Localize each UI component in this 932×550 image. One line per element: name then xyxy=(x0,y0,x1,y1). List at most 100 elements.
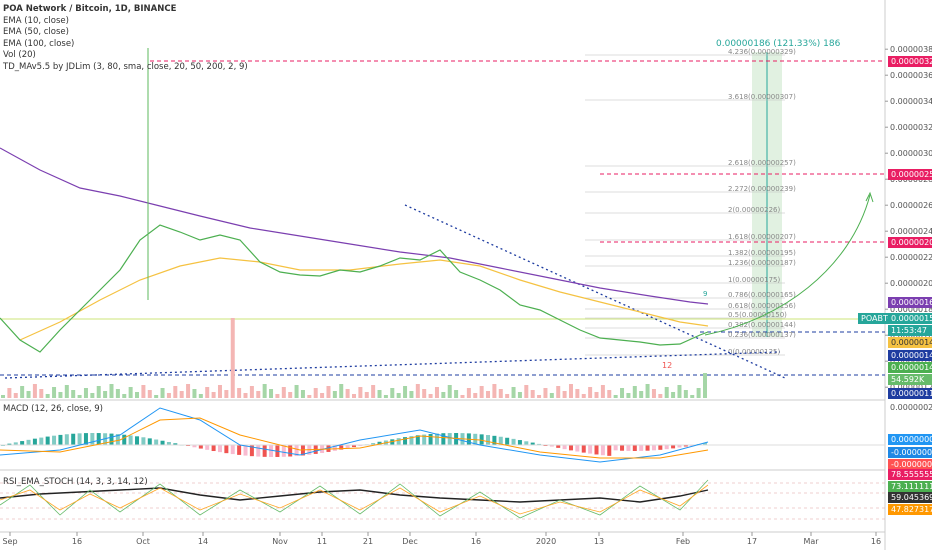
macd-bar xyxy=(498,436,503,445)
fib-level-label: 1.382(0.00000195) xyxy=(728,249,796,257)
volume-bar xyxy=(128,387,133,398)
td-setup-marker: 9 xyxy=(703,290,707,298)
macd-bar xyxy=(415,435,420,445)
macd-bar xyxy=(13,442,18,445)
fib-level-label: 0.618(0.00000156) xyxy=(728,302,796,310)
volume-bar xyxy=(403,386,408,398)
volume-bar xyxy=(32,384,37,398)
time-tick-label: 16 xyxy=(72,537,82,546)
macd-bar xyxy=(549,445,554,447)
macd-bar xyxy=(77,433,82,445)
rsi-line xyxy=(0,487,709,503)
volume-bar xyxy=(434,387,439,398)
volume-bar xyxy=(320,393,325,398)
volume-bar xyxy=(486,391,491,398)
volume-bar xyxy=(613,395,618,398)
volume-bar xyxy=(77,395,82,398)
legend-title: POA Network / Bitcoin, 1D, BINANCE xyxy=(3,4,177,14)
volume-bar xyxy=(115,389,120,398)
volume-bar xyxy=(428,394,433,398)
macd-bar xyxy=(447,433,452,445)
volume-bar xyxy=(620,388,625,398)
macd-bar xyxy=(115,434,120,445)
volume-bar xyxy=(383,395,388,398)
volume-bar xyxy=(198,394,203,398)
volume-bar xyxy=(639,391,644,398)
macd-axis-label: -0.00000001 xyxy=(888,447,932,458)
volume-bar xyxy=(575,389,580,398)
volume-bar xyxy=(275,394,280,398)
macd-bar xyxy=(396,438,401,445)
volume-bar xyxy=(103,391,108,398)
macd-bar xyxy=(166,441,171,445)
macd-bar xyxy=(141,437,146,445)
volume-bar xyxy=(135,392,140,398)
macd-bar xyxy=(32,438,37,445)
volume-bar xyxy=(588,387,593,398)
volume-bar xyxy=(269,389,274,398)
time-tick-label: Dec xyxy=(402,537,417,546)
macd-axis-label: 0.00000003 xyxy=(888,434,932,445)
ema10-line xyxy=(0,224,709,353)
volume-bar xyxy=(556,386,561,398)
macd-bar xyxy=(20,441,25,445)
macd-bar xyxy=(352,445,356,448)
legend-volume: Vol (20) xyxy=(3,50,36,60)
volume-bar xyxy=(300,390,305,398)
volume-bar xyxy=(141,385,146,398)
volume-bar xyxy=(83,388,88,398)
volume-bar xyxy=(505,394,510,398)
volume-bar xyxy=(20,386,25,398)
volume-bar xyxy=(703,373,707,398)
volume-bar xyxy=(71,390,76,398)
rsi-axis-label: 47.82731789 xyxy=(888,504,932,515)
macd-bar xyxy=(658,445,663,450)
macd-bar xyxy=(90,433,95,445)
macd-bar xyxy=(339,445,344,450)
volume-bar xyxy=(186,384,191,398)
macd-bar xyxy=(345,445,350,449)
projection-arrow xyxy=(704,194,871,336)
volume-bar xyxy=(537,395,542,398)
time-tick-label: 21 xyxy=(363,537,373,546)
macd-bar xyxy=(505,437,510,445)
price-axis-label: 0.00000153 xyxy=(888,313,932,324)
macd-bar xyxy=(243,445,248,456)
volume-bar xyxy=(217,385,222,398)
time-tick-label: 2020 xyxy=(536,537,556,546)
macd-bar xyxy=(613,445,618,451)
time-tick-label: 17 xyxy=(747,537,757,546)
volume-bar xyxy=(52,387,57,398)
volume-bar xyxy=(581,394,586,398)
macd-bar xyxy=(96,433,101,445)
macd-bar xyxy=(281,445,286,457)
macd-bar xyxy=(568,445,573,451)
macd-bar xyxy=(620,445,625,451)
td-low-marker: 12 xyxy=(662,361,672,370)
macd-bar xyxy=(371,443,376,445)
rsi-legend: RSI_EMA_STOCH (14, 3, 3, 14, 12) xyxy=(3,477,148,487)
macd-bar xyxy=(581,445,586,453)
volume-bar xyxy=(626,393,631,398)
symbol-tag[interactable]: POABTC xyxy=(858,313,896,324)
volume-bar xyxy=(122,394,127,398)
macd-bar xyxy=(594,445,599,455)
macd-bar xyxy=(537,443,542,445)
macd-bar xyxy=(575,445,580,452)
time-tick-label: Sep xyxy=(2,537,17,546)
macd-bar xyxy=(517,440,522,445)
macd-bar xyxy=(217,445,222,453)
fib-level-label: 2.618(0.00000257) xyxy=(728,159,796,167)
time-tick-label: 13 xyxy=(594,537,604,546)
time-tick-label: 16 xyxy=(471,537,481,546)
volume-bar xyxy=(13,393,18,398)
macd-bar xyxy=(249,445,254,457)
price-axis-label: 54.592K xyxy=(888,374,932,385)
fib-level-label: 0.236(0.00000137) xyxy=(728,331,796,339)
macd-bar xyxy=(524,441,529,445)
volume-bar xyxy=(683,390,688,398)
time-tick-label: Feb xyxy=(676,537,690,546)
